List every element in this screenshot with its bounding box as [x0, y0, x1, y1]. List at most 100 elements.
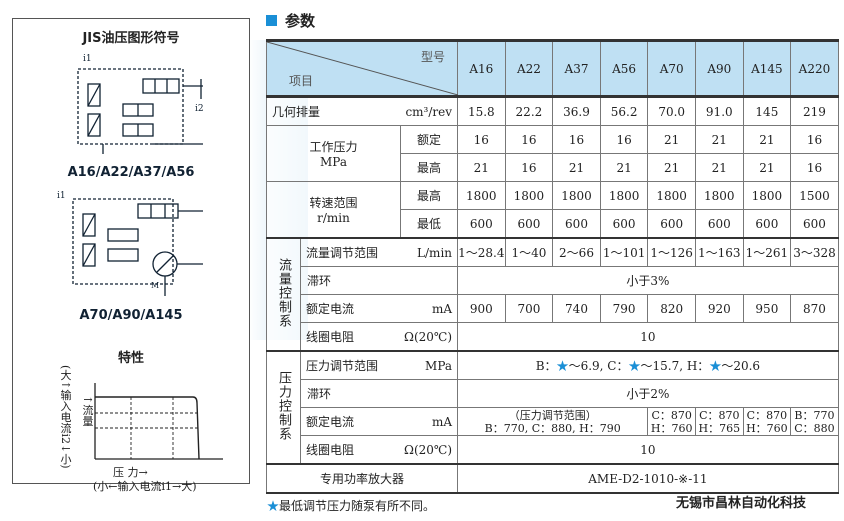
cell: 2～66	[552, 237, 601, 267]
row-label: 线圈电阻	[306, 443, 355, 457]
cell: 600	[694, 209, 744, 239]
cell: 950	[742, 294, 792, 323]
sub-label: 最高	[399, 153, 459, 182]
row-unit: cm³/rev	[405, 104, 453, 119]
star-icon: ★	[267, 499, 280, 513]
cell: 16	[504, 153, 554, 182]
cell: 21	[742, 153, 792, 182]
group-label: 压力控制系	[276, 371, 291, 441]
cell: 21	[694, 153, 744, 182]
cell: 16	[552, 125, 601, 154]
cell: 21	[599, 153, 649, 182]
cell: 10	[457, 322, 839, 352]
row-label: 额定电流	[306, 302, 355, 316]
flow-current-row: 额定电流 mA 900 700 740 790 820 920 950 870	[267, 294, 839, 323]
row-label: 工作压力	[309, 140, 358, 154]
model-col: A220	[790, 39, 839, 98]
row-unit: MPa	[425, 358, 453, 373]
model-group-2-label: A70/A90/A145	[79, 308, 183, 323]
cell: 3～328	[790, 237, 839, 267]
cell: 小于3%	[457, 266, 839, 295]
cell: 16	[599, 125, 649, 154]
cell: 16	[790, 153, 839, 182]
y-axis-label: (大↑输入电流i2↓小)	[59, 365, 72, 469]
brand-watermark: 无锡市昌林自动化科技	[676, 496, 807, 511]
cell: 1800	[742, 181, 792, 210]
cell: 1～40	[504, 237, 554, 267]
cell: 600	[742, 209, 792, 239]
svg-text:i2: i2	[195, 104, 204, 114]
row-unit: mA	[431, 414, 453, 429]
row-unit: r/min	[317, 211, 350, 225]
row-label: 流量调节范围	[306, 246, 379, 260]
cell: 920	[694, 294, 744, 323]
star-icon: ★	[709, 359, 722, 373]
speed-max-row: 转速范围 r/min 最高 1800 1800 1800 1800 1800 1800 180…	[266, 181, 839, 239]
characteristic-title: 特性	[117, 351, 144, 366]
section-heading: 参数	[266, 10, 315, 31]
cell: 91.0	[694, 96, 744, 126]
flow-control-group: 流量控制系	[266, 237, 301, 352]
cell: 820	[647, 294, 696, 323]
cell: 1800	[599, 181, 649, 210]
sub-label: 额定	[399, 125, 459, 154]
cell: 1800	[694, 181, 744, 210]
cell: 22.2	[504, 96, 554, 126]
star-icon: ★	[556, 359, 569, 373]
cell: 1～163	[694, 237, 744, 267]
row-label: 专用功率放大器	[265, 463, 459, 494]
cell: 21	[742, 125, 792, 154]
row-label: 额定电流	[306, 415, 355, 429]
cell: 56.2	[599, 96, 649, 126]
parameter-table: 型号 项目 A16 A22 A37 A56 A70 A90 A145 A220 几何排量 cm³…	[265, 39, 839, 494]
row-unit: L/min	[417, 245, 453, 260]
pressure-current-row: 额定电流 mA （压力调节范围） B：770, C：880, H：790 C：870…	[267, 407, 839, 436]
header-corner: 型号 项目	[265, 39, 459, 98]
row-unit: MPa	[320, 155, 347, 169]
cell: 1～126	[647, 237, 696, 267]
model-header: 型号	[421, 50, 446, 64]
model-col: A22	[504, 39, 554, 98]
cell: 21	[647, 153, 696, 182]
svg-text:i1: i1	[57, 191, 66, 201]
model-col: A37	[552, 39, 601, 98]
flow-label: ↑流量	[81, 395, 94, 427]
row-unit: Ω(20℃)	[404, 442, 453, 457]
cell: AME-D2-1010-※-11	[457, 463, 839, 494]
model-col: A70	[647, 39, 696, 98]
model-col: A16	[457, 39, 506, 98]
cell: 36.9	[552, 96, 601, 126]
pressure-rated-row: 工作压力 MPa 额定 16 16 16 16 21 21 21 16	[266, 125, 839, 182]
row-label: 转速范围	[309, 196, 358, 210]
x-axis-label: 压 力→	[113, 466, 148, 479]
row-unit: Ω(20℃)	[404, 329, 453, 344]
cell: 小于2%	[457, 379, 839, 408]
model-col: A56	[599, 39, 649, 98]
cell: 740	[552, 294, 601, 323]
cell: 21	[552, 153, 601, 182]
sub-label: 最低	[399, 209, 459, 239]
cell: 219	[790, 96, 839, 126]
cell: 600	[457, 209, 506, 239]
symbol-panel-title: JIS油压图形符号	[82, 31, 180, 46]
model-col: A145	[742, 39, 792, 98]
cell: 21	[694, 125, 744, 154]
row-unit: mA	[431, 301, 453, 316]
cell: 145	[742, 96, 792, 126]
row-label: 压力调节范围	[306, 359, 379, 373]
cell: B：★～6.9, C：★～15.7, H：★～20.6	[457, 350, 839, 380]
cell: 21	[647, 125, 696, 154]
pressure-control-group: 压力控制系	[266, 350, 301, 465]
cell: 1～101	[599, 237, 649, 267]
symbol-panel: JIS油压图形符号 i1 i2 A16/A22/A37/A56 i1 M A70…	[12, 18, 250, 493]
flow-coil-row: 线圈电阻 Ω(20℃) 10	[267, 322, 839, 352]
cell: B：770 C：880	[790, 407, 839, 436]
cell: 21	[457, 153, 506, 182]
cell: 700	[504, 294, 554, 323]
flow-hysteresis-row: 滞环 小于3%	[267, 266, 839, 295]
cell: 15.8	[457, 96, 506, 126]
row-label: 滞环	[299, 379, 459, 408]
cell: 1～261	[742, 237, 792, 267]
cell: 1800	[504, 181, 554, 210]
pressure-range-row: 压力控制系 压力调节范围 MPa B：★～6.9, C：★～15.7, H：★～2…	[266, 350, 839, 465]
